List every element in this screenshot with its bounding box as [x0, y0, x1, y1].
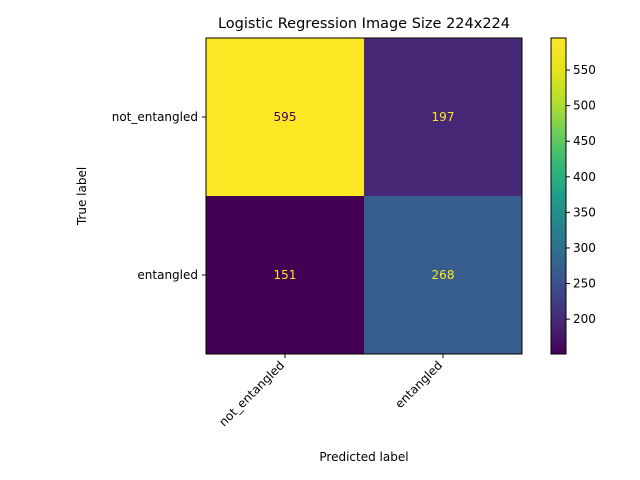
colorbar-tick-label: 200 — [573, 312, 596, 326]
cell-value-label: 268 — [432, 268, 455, 282]
plot-frame — [205, 37, 523, 355]
y-axis-ticks: not_entangled entangled — [112, 110, 206, 282]
x-tick-label: not_entangled — [216, 358, 287, 429]
colorbar-tick-label: 250 — [573, 277, 596, 291]
heatmap-cell — [364, 196, 523, 355]
colorbar-tick-label: 300 — [573, 241, 596, 255]
colorbar — [550, 37, 567, 355]
heatmap-cells: 595 197 151 268 — [206, 38, 523, 355]
cell-value-label: 151 — [274, 268, 297, 282]
y-axis-label: True label — [75, 167, 89, 226]
colorbar-tick-label: 550 — [573, 63, 596, 77]
x-axis-label: Predicted label — [319, 450, 408, 464]
colorbar-ticks: 200 250 300 350 400 450 500 550 — [566, 63, 596, 326]
chart-title: Logistic Regression Image Size 224x224 — [218, 16, 510, 32]
cell-value-label: 197 — [432, 110, 455, 124]
y-tick-label: not_entangled — [112, 110, 198, 124]
x-tick-label: entangled — [392, 358, 445, 411]
heatmap-cell — [364, 38, 523, 197]
x-axis-ticks: not_entangled entangled — [216, 354, 445, 429]
colorbar-tick-label: 500 — [573, 99, 596, 113]
colorbar-tick-label: 350 — [573, 205, 596, 219]
y-tick-label: entangled — [137, 268, 198, 282]
heatmap-cell — [206, 196, 365, 355]
colorbar-tick-label: 400 — [573, 170, 596, 184]
cell-value-label: 595 — [274, 110, 297, 124]
colorbar-tick-label: 450 — [573, 134, 596, 148]
heatmap-cell — [206, 38, 365, 197]
